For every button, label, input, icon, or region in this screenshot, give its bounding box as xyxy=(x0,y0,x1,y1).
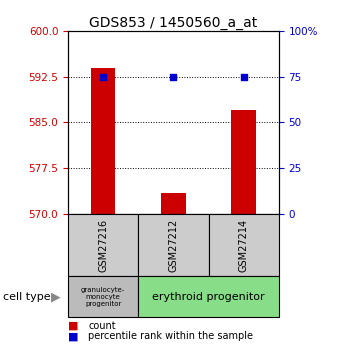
Text: count: count xyxy=(88,321,116,331)
Text: granulocyte-
monocyte
progenitor: granulocyte- monocyte progenitor xyxy=(81,287,125,307)
Point xyxy=(171,74,176,80)
Text: GSM27216: GSM27216 xyxy=(98,218,108,272)
Point xyxy=(100,74,106,80)
Bar xyxy=(68,214,138,276)
Text: ▶: ▶ xyxy=(51,290,61,303)
Text: ■: ■ xyxy=(68,321,79,331)
Text: GSM27214: GSM27214 xyxy=(239,218,249,272)
Bar xyxy=(208,214,279,276)
Bar xyxy=(231,110,256,214)
Bar xyxy=(68,276,138,317)
Bar xyxy=(161,193,186,214)
Text: erythroid progenitor: erythroid progenitor xyxy=(152,292,265,302)
Point xyxy=(241,74,246,80)
Text: percentile rank within the sample: percentile rank within the sample xyxy=(88,332,253,341)
Bar xyxy=(138,214,208,276)
Title: GDS853 / 1450560_a_at: GDS853 / 1450560_a_at xyxy=(89,16,257,30)
Text: cell type: cell type xyxy=(3,292,51,302)
Bar xyxy=(138,276,279,317)
Text: GSM27212: GSM27212 xyxy=(168,218,179,272)
Text: ■: ■ xyxy=(68,332,79,341)
Bar xyxy=(91,68,115,214)
